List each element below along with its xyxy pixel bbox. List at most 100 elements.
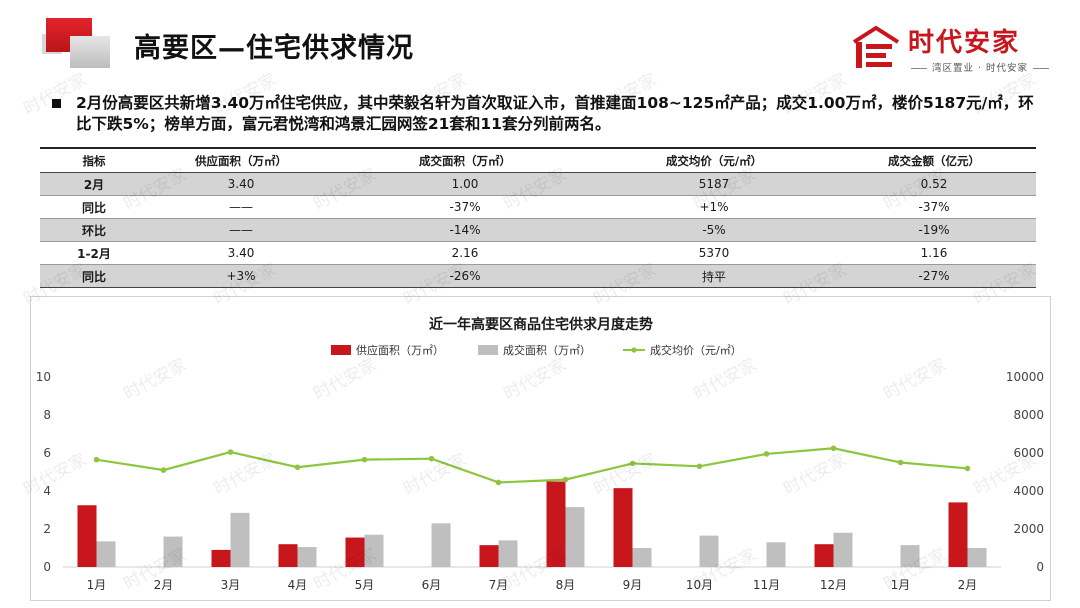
table-cell: —— xyxy=(148,195,334,219)
transaction-bar xyxy=(699,535,719,567)
bullet-icon xyxy=(52,99,61,108)
table-cell: —— xyxy=(148,218,334,242)
right-axis-tick-label: 2000 xyxy=(1013,522,1044,536)
table-cell: 1.16 xyxy=(832,241,1036,265)
table-row: 2月 3.40 1.00 5187 0.52 xyxy=(40,172,1036,196)
table-cell: -5% xyxy=(596,218,832,242)
title-decoration xyxy=(70,36,110,68)
column-header: 指标 xyxy=(40,147,148,173)
x-axis-tick-label: 3月 xyxy=(221,578,241,592)
x-axis-tick-label: 8月 xyxy=(556,578,576,592)
table-row: 1-2月 3.40 2.16 5370 1.16 xyxy=(40,241,1036,265)
supply-bar xyxy=(278,544,298,567)
left-axis-tick-label: 10 xyxy=(36,370,51,384)
transaction-bar xyxy=(967,548,987,567)
x-axis-tick-label: 1月 xyxy=(87,578,107,592)
table-cell: 0.52 xyxy=(832,172,1036,196)
supply-bar xyxy=(814,544,834,567)
price-point xyxy=(428,455,435,462)
table-header-row: 指标 供应面积（万㎡） 成交面积（万㎡） 成交均价（元/㎡） 成交金额（亿元） xyxy=(40,147,1036,173)
transaction-bar xyxy=(632,548,652,567)
price-point xyxy=(964,465,971,472)
transaction-bar xyxy=(431,523,451,567)
table-row: 同比 +3% -26% 持平 -27% xyxy=(40,264,1036,288)
price-point xyxy=(897,459,904,466)
left-axis-tick-label: 6 xyxy=(43,446,51,460)
row-label: 环比 xyxy=(40,218,148,242)
trend-chart: 近一年高要区商品住宅供求月度走势 供应面积（万㎡） 成交面积（万㎡） 成交均价（元/㎡… xyxy=(30,296,1051,601)
table-cell: +1% xyxy=(596,195,832,219)
legend-swatch xyxy=(331,345,351,355)
supply-bar xyxy=(948,502,968,567)
row-label: 1-2月 xyxy=(40,241,148,265)
table-row: 同比 —— -37% +1% -37% xyxy=(40,195,1036,219)
price-point xyxy=(830,445,837,452)
supply-bar xyxy=(345,537,365,567)
price-point xyxy=(361,456,368,463)
right-axis-tick-label: 4000 xyxy=(1013,484,1044,498)
transaction-bar xyxy=(766,542,786,567)
x-axis-tick-label: 9月 xyxy=(623,578,643,592)
price-point xyxy=(763,451,770,457)
table-cell: 5370 xyxy=(596,241,832,265)
logo-tagline: 湾区置业 · 时代安家 xyxy=(906,60,1054,74)
x-axis-tick-label: 4月 xyxy=(288,578,308,592)
column-header: 成交金额（亿元） xyxy=(832,147,1036,173)
table-row: 环比 —— -14% -5% -19% xyxy=(40,218,1036,242)
right-axis-tick-label: 6000 xyxy=(1013,446,1044,460)
x-axis-tick-label: 5月 xyxy=(355,578,375,592)
legend-marker xyxy=(631,347,637,353)
transaction-bar xyxy=(297,547,317,567)
transaction-bar xyxy=(96,541,116,567)
house-logo-icon xyxy=(852,25,900,68)
x-axis-tick-label: 6月 xyxy=(422,578,442,592)
table-cell: -37% xyxy=(334,195,596,219)
table-cell: 3.40 xyxy=(148,241,334,265)
price-point xyxy=(160,467,167,473)
table-cell: -14% xyxy=(334,218,596,242)
left-axis-tick-label: 0 xyxy=(43,560,51,574)
x-axis-tick-label: 2月 xyxy=(154,578,174,592)
x-axis-tick-label: 2月 xyxy=(958,578,978,592)
chart-title: 近一年高要区商品住宅供求月度走势 xyxy=(429,316,653,333)
legend-label: 成交面积（万㎡） xyxy=(503,343,591,357)
x-axis-tick-label: 1月 xyxy=(891,578,911,592)
x-axis-tick-label: 11月 xyxy=(753,578,780,592)
price-point xyxy=(227,449,234,455)
supply-demand-table: 指标 供应面积（万㎡） 成交面积（万㎡） 成交均价（元/㎡） 成交金额（亿元） … xyxy=(40,147,1036,288)
summary-paragraph: 2月份高要区共新增3.40万㎡住宅供应，其中荣毅名轩为首次取证入市，首推建面10… xyxy=(52,93,1042,135)
supply-bar xyxy=(546,481,566,567)
x-axis-tick-label: 12月 xyxy=(820,578,847,592)
right-axis-tick-label: 10000 xyxy=(1006,370,1044,384)
left-axis-tick-label: 8 xyxy=(43,408,51,422)
legend-swatch xyxy=(478,345,498,355)
transaction-bar xyxy=(230,512,250,567)
x-axis-tick-label: 7月 xyxy=(489,578,509,592)
price-line xyxy=(96,447,968,484)
table-cell: -27% xyxy=(832,264,1036,288)
row-label: 同比 xyxy=(40,195,148,219)
table-cell: -26% xyxy=(334,264,596,288)
price-point xyxy=(562,476,569,483)
left-axis-tick-label: 2 xyxy=(43,522,51,536)
left-axis-tick-label: 4 xyxy=(43,484,51,498)
table-cell: 持平 xyxy=(596,264,832,288)
table-cell: +3% xyxy=(148,264,334,288)
summary-text: 2月份高要区共新增3.40万㎡住宅供应，其中荣毅名轩为首次取证入市，首推建面10… xyxy=(76,94,1034,133)
right-axis-tick-label: 8000 xyxy=(1013,408,1044,422)
brand-logo: 时代安家 湾区置业 · 时代安家 xyxy=(850,22,1050,76)
table-cell: 5187 xyxy=(596,172,832,196)
transaction-bar xyxy=(900,545,920,567)
table-cell: 1.00 xyxy=(334,172,596,196)
table-cell: -19% xyxy=(832,218,1036,242)
row-label: 2月 xyxy=(40,172,148,196)
price-point xyxy=(495,479,502,486)
legend-label: 供应面积（万㎡） xyxy=(356,343,444,357)
x-axis-tick-label: 10月 xyxy=(686,578,713,592)
column-header: 供应面积（万㎡） xyxy=(148,147,334,173)
table-cell: 2.16 xyxy=(334,241,596,265)
transaction-bar xyxy=(565,507,585,567)
transaction-bar xyxy=(364,534,384,567)
transaction-bar xyxy=(498,540,518,567)
